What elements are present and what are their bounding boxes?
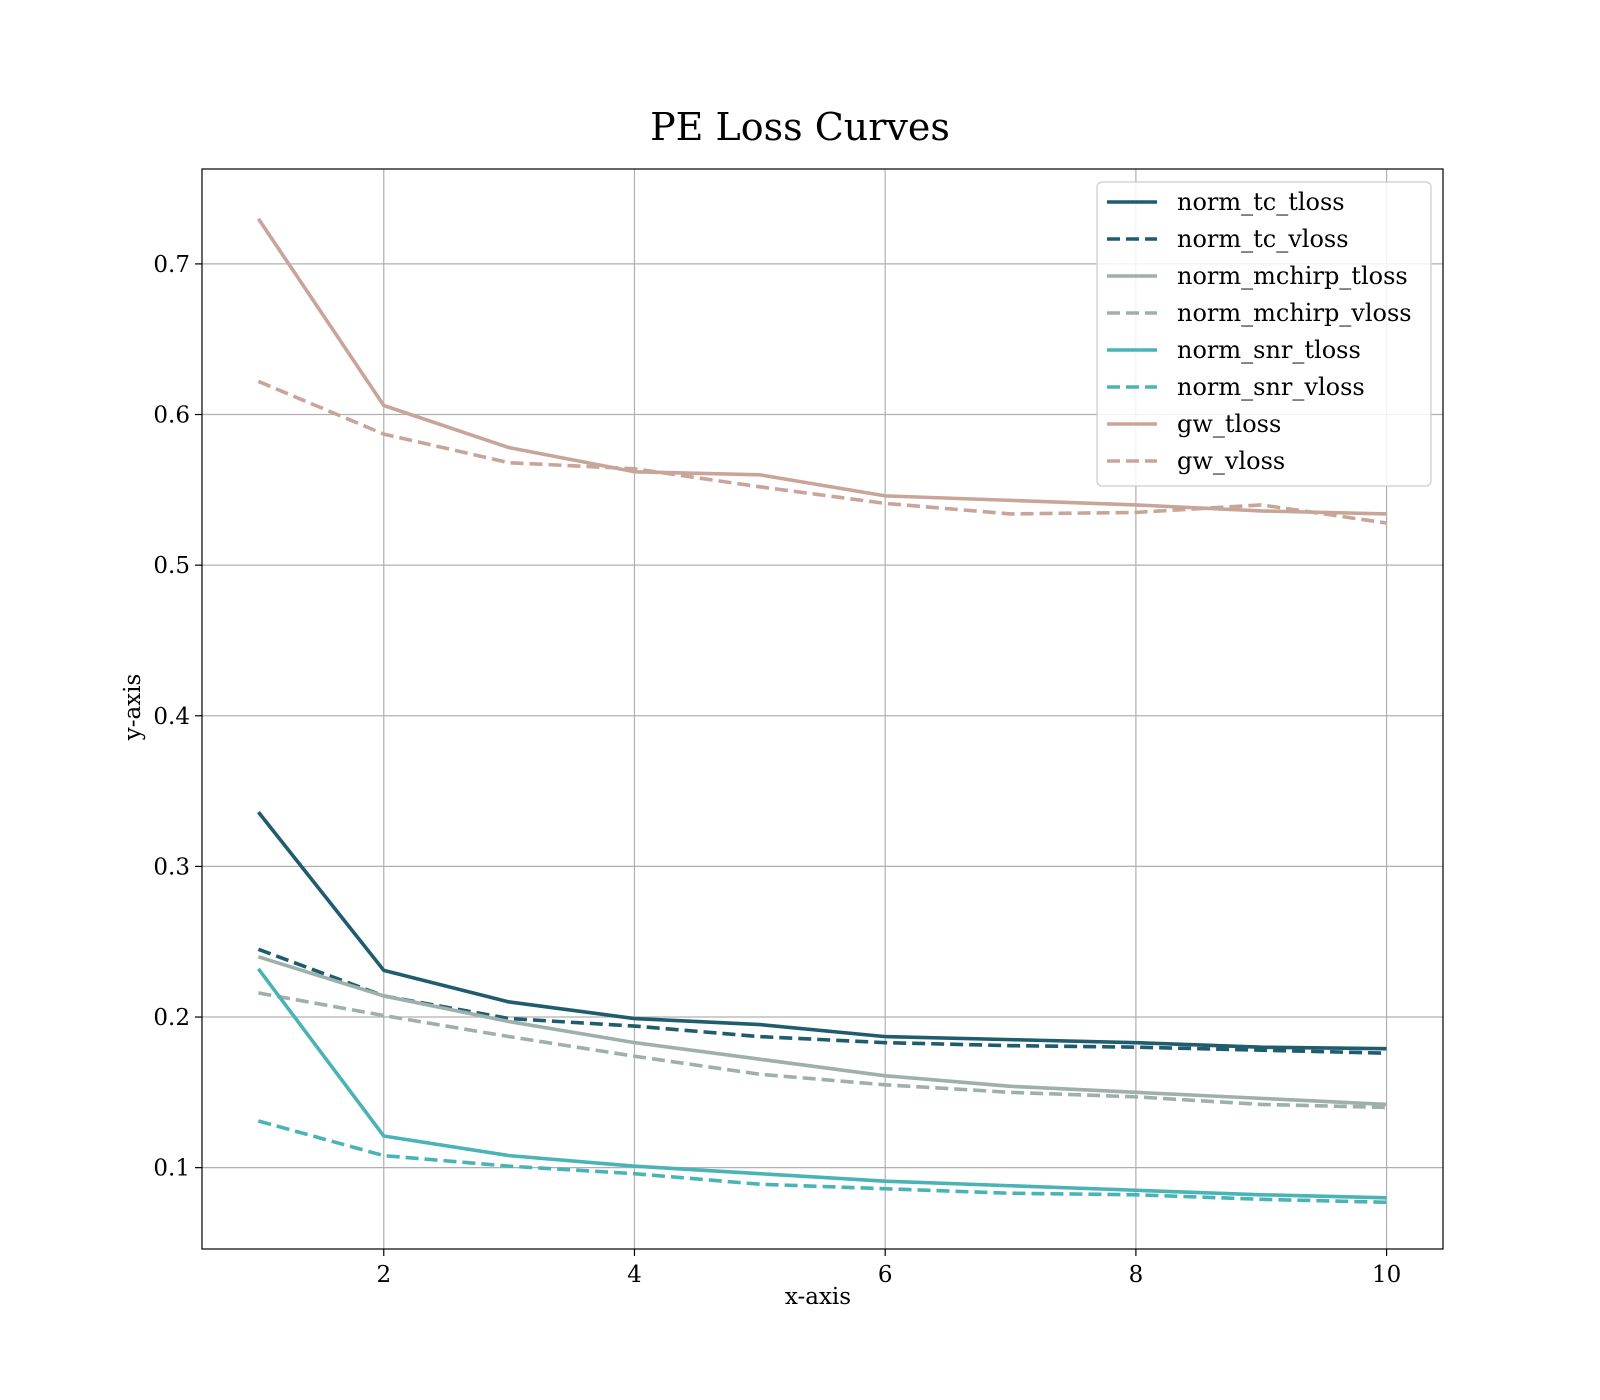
y-tick-label: 0.1 xyxy=(153,1156,190,1182)
y-tick-label: 0.3 xyxy=(153,854,190,880)
axis-ticks: 2 4 6 8 10 0.1 0.2 0.3 0.4 0.5 0.6 0.7 xyxy=(153,252,1401,1288)
legend: norm_tc_tloss norm_tc_vloss norm_mchirp_tl… xyxy=(1096,181,1432,487)
y-tick-label: 0.6 xyxy=(153,403,190,429)
y-tick-label: 0.2 xyxy=(153,1005,190,1031)
series-lines xyxy=(256,217,1387,1205)
legend-label: gw_vloss xyxy=(1177,447,1285,475)
series-line-gw-vloss xyxy=(257,379,1387,525)
series-line-norm-tc-tloss xyxy=(256,811,1387,1051)
x-tick-label: 4 xyxy=(627,1262,642,1288)
legend-label: norm_snr_tloss xyxy=(1177,336,1361,364)
series-line-norm-tc-vloss xyxy=(257,947,1387,1055)
chart-title: PE Loss Curves xyxy=(650,105,950,149)
x-tick-label: 2 xyxy=(376,1262,391,1288)
y-tick-label: 0.7 xyxy=(153,252,190,278)
y-tick-label: 0.4 xyxy=(153,704,190,730)
series-line-norm-snr-vloss xyxy=(257,1119,1387,1205)
y-axis-label: y-axis xyxy=(120,674,146,742)
plot-frame xyxy=(201,168,1444,1250)
x-tick-label: 10 xyxy=(1372,1262,1401,1288)
y-tick-label: 0.5 xyxy=(153,553,190,579)
series-line-norm-mchirp-tloss xyxy=(257,955,1387,1107)
x-tick-label: 8 xyxy=(1129,1262,1144,1288)
legend-label: gw_tloss xyxy=(1177,410,1281,438)
series-line-norm-snr-tloss xyxy=(256,967,1387,1200)
legend-label: norm_snr_vloss xyxy=(1177,373,1365,401)
legend-label: norm_mchirp_vloss xyxy=(1177,299,1412,327)
legend-box xyxy=(1096,181,1432,487)
legend-label: norm_mchirp_tloss xyxy=(1177,262,1408,290)
x-axis-label: x-axis xyxy=(785,1284,851,1310)
legend-label: norm_tc_vloss xyxy=(1177,225,1349,253)
legend-label: norm_tc_tloss xyxy=(1177,188,1345,216)
x-tick-label: 6 xyxy=(878,1262,893,1288)
series-line-norm-mchirp-vloss xyxy=(258,991,1387,1110)
